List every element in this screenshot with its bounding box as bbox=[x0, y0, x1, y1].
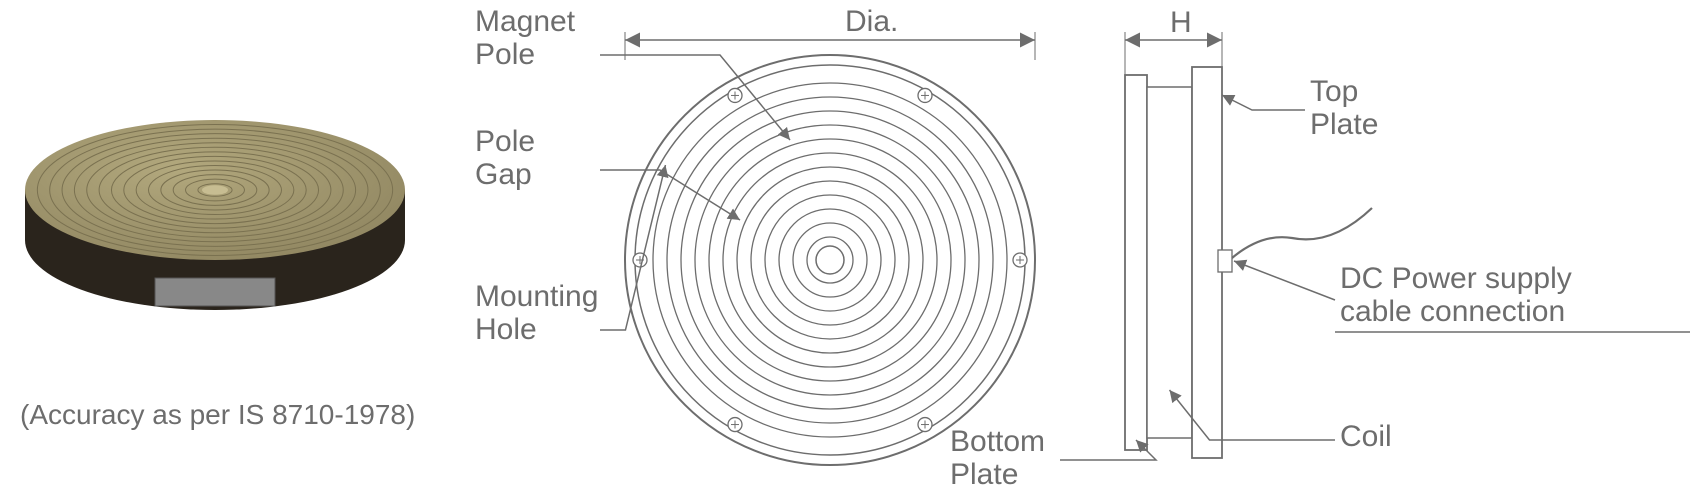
label-pole-gap: Pole Gap bbox=[475, 125, 535, 191]
label-mounting-hole: Mounting Hole bbox=[475, 280, 598, 346]
label-dia: Dia. bbox=[845, 5, 898, 38]
label-bottom-plate: Bottom Plate bbox=[950, 425, 1045, 491]
label-top-plate: Top Plate bbox=[1310, 75, 1378, 141]
label-H: H bbox=[1170, 6, 1192, 39]
label-dc-power: DC Power supply cable connection bbox=[1340, 262, 1572, 328]
label-coil: Coil bbox=[1340, 420, 1392, 453]
figure-container: (Accuracy as per IS 8710-1978) Dia. H Ma… bbox=[0, 0, 1694, 500]
label-magnet-pole: Magnet Pole bbox=[475, 5, 575, 71]
caption-accuracy: (Accuracy as per IS 8710-1978) bbox=[20, 400, 415, 431]
